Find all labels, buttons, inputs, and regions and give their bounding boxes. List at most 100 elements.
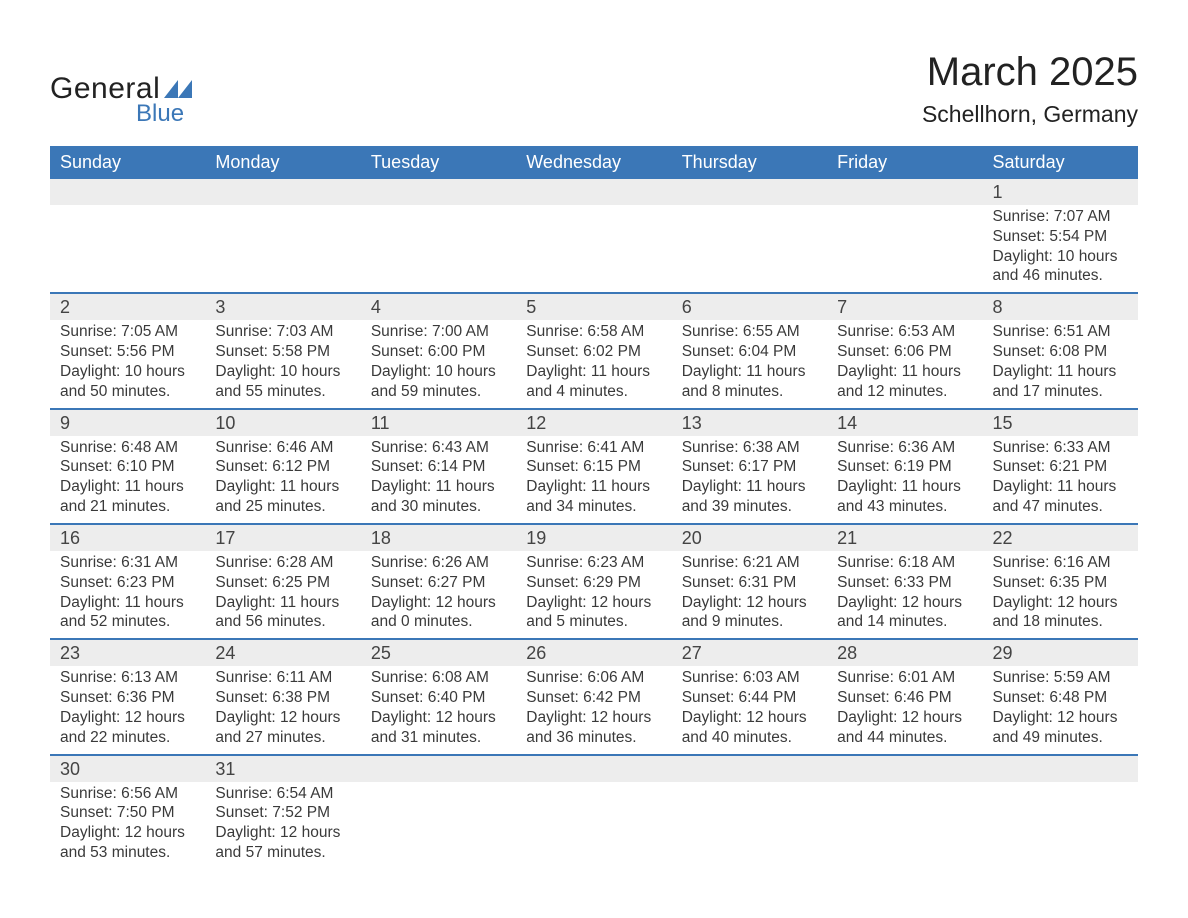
sunset-line: Sunset: 6:21 PM: [993, 457, 1128, 477]
sunrise-line: Sunrise: 6:56 AM: [60, 784, 195, 804]
calendar-cell: 11Sunrise: 6:43 AMSunset: 6:14 PMDayligh…: [361, 409, 516, 524]
day-body: Sunrise: 7:05 AMSunset: 5:56 PMDaylight:…: [50, 320, 205, 407]
sunrise-line: Sunrise: 6:46 AM: [215, 438, 350, 458]
calendar-table: Sunday Monday Tuesday Wednesday Thursday…: [50, 146, 1138, 869]
day-number: 24: [205, 640, 360, 666]
logo-triangle-icon: [164, 80, 192, 98]
sunrise-line: Sunrise: 6:48 AM: [60, 438, 195, 458]
sunset-line: Sunset: 6:36 PM: [60, 688, 195, 708]
day-number: 23: [50, 640, 205, 666]
day-number: 7: [827, 294, 982, 320]
calendar-cell: [361, 179, 516, 293]
sunset-line: Sunset: 6:25 PM: [215, 573, 350, 593]
sunset-line: Sunset: 6:23 PM: [60, 573, 195, 593]
sunset-line: Sunset: 6:46 PM: [837, 688, 972, 708]
day-number: [827, 756, 982, 782]
day-body: [672, 782, 827, 802]
daylight-line: Daylight: 11 hours and 52 minutes.: [60, 593, 195, 633]
sunrise-line: Sunrise: 7:07 AM: [993, 207, 1128, 227]
calendar-cell: 5Sunrise: 6:58 AMSunset: 6:02 PMDaylight…: [516, 293, 671, 408]
calendar-cell: 28Sunrise: 6:01 AMSunset: 6:46 PMDayligh…: [827, 639, 982, 754]
sunset-line: Sunset: 6:00 PM: [371, 342, 506, 362]
day-body: Sunrise: 6:21 AMSunset: 6:31 PMDaylight:…: [672, 551, 827, 638]
calendar-cell: [50, 179, 205, 293]
day-number: 1: [983, 179, 1138, 205]
day-body: [361, 782, 516, 802]
day-number: 3: [205, 294, 360, 320]
day-body: Sunrise: 6:23 AMSunset: 6:29 PMDaylight:…: [516, 551, 671, 638]
title-block: March 2025 Schellhorn, Germany: [922, 50, 1138, 128]
weekday-header: Sunday: [50, 146, 205, 179]
sunset-line: Sunset: 6:33 PM: [837, 573, 972, 593]
day-body: [50, 205, 205, 281]
calendar-cell: [827, 179, 982, 293]
daylight-line: Daylight: 11 hours and 4 minutes.: [526, 362, 661, 402]
day-body: Sunrise: 5:59 AMSunset: 6:48 PMDaylight:…: [983, 666, 1138, 753]
calendar-cell: 4Sunrise: 7:00 AMSunset: 6:00 PMDaylight…: [361, 293, 516, 408]
day-number: 22: [983, 525, 1138, 551]
sunrise-line: Sunrise: 6:58 AM: [526, 322, 661, 342]
sunrise-line: Sunrise: 6:26 AM: [371, 553, 506, 573]
daylight-line: Daylight: 12 hours and 57 minutes.: [215, 823, 350, 863]
sunrise-line: Sunrise: 6:23 AM: [526, 553, 661, 573]
sunrise-line: Sunrise: 6:13 AM: [60, 668, 195, 688]
daylight-line: Daylight: 10 hours and 59 minutes.: [371, 362, 506, 402]
day-number: 4: [361, 294, 516, 320]
day-number: [361, 179, 516, 205]
daylight-line: Daylight: 11 hours and 21 minutes.: [60, 477, 195, 517]
sunset-line: Sunset: 6:29 PM: [526, 573, 661, 593]
day-body: Sunrise: 6:54 AMSunset: 7:52 PMDaylight:…: [205, 782, 360, 869]
sunrise-line: Sunrise: 6:43 AM: [371, 438, 506, 458]
day-number: 18: [361, 525, 516, 551]
sunset-line: Sunset: 5:56 PM: [60, 342, 195, 362]
daylight-line: Daylight: 12 hours and 40 minutes.: [682, 708, 817, 748]
day-body: [361, 205, 516, 281]
day-body: Sunrise: 6:28 AMSunset: 6:25 PMDaylight:…: [205, 551, 360, 638]
sunrise-line: Sunrise: 6:08 AM: [371, 668, 506, 688]
sunrise-line: Sunrise: 6:28 AM: [215, 553, 350, 573]
day-body: [205, 205, 360, 281]
day-body: Sunrise: 6:43 AMSunset: 6:14 PMDaylight:…: [361, 436, 516, 523]
daylight-line: Daylight: 12 hours and 49 minutes.: [993, 708, 1128, 748]
day-number: 14: [827, 410, 982, 436]
sunset-line: Sunset: 6:19 PM: [837, 457, 972, 477]
daylight-line: Daylight: 11 hours and 8 minutes.: [682, 362, 817, 402]
day-number: 19: [516, 525, 671, 551]
sunrise-line: Sunrise: 6:03 AM: [682, 668, 817, 688]
weekday-header: Monday: [205, 146, 360, 179]
sunrise-line: Sunrise: 6:55 AM: [682, 322, 817, 342]
day-number: [516, 756, 671, 782]
daylight-line: Daylight: 12 hours and 31 minutes.: [371, 708, 506, 748]
sunrise-line: Sunrise: 6:21 AM: [682, 553, 817, 573]
calendar-cell: [827, 755, 982, 869]
day-body: Sunrise: 6:41 AMSunset: 6:15 PMDaylight:…: [516, 436, 671, 523]
day-number: [50, 179, 205, 205]
day-body: Sunrise: 6:08 AMSunset: 6:40 PMDaylight:…: [361, 666, 516, 753]
calendar-cell: [516, 755, 671, 869]
weekday-header: Tuesday: [361, 146, 516, 179]
day-body: Sunrise: 6:33 AMSunset: 6:21 PMDaylight:…: [983, 436, 1138, 523]
sunrise-line: Sunrise: 6:18 AM: [837, 553, 972, 573]
day-body: Sunrise: 7:03 AMSunset: 5:58 PMDaylight:…: [205, 320, 360, 407]
day-body: Sunrise: 7:00 AMSunset: 6:00 PMDaylight:…: [361, 320, 516, 407]
day-number: [672, 756, 827, 782]
daylight-line: Daylight: 12 hours and 5 minutes.: [526, 593, 661, 633]
day-number: 16: [50, 525, 205, 551]
sunset-line: Sunset: 6:48 PM: [993, 688, 1128, 708]
calendar-cell: 21Sunrise: 6:18 AMSunset: 6:33 PMDayligh…: [827, 524, 982, 639]
daylight-line: Daylight: 12 hours and 9 minutes.: [682, 593, 817, 633]
calendar-cell: 7Sunrise: 6:53 AMSunset: 6:06 PMDaylight…: [827, 293, 982, 408]
day-body: Sunrise: 6:31 AMSunset: 6:23 PMDaylight:…: [50, 551, 205, 638]
sunset-line: Sunset: 6:27 PM: [371, 573, 506, 593]
calendar-cell: [361, 755, 516, 869]
header: General Blue March 2025 Schellhorn, Germ…: [50, 50, 1138, 128]
sunrise-line: Sunrise: 7:05 AM: [60, 322, 195, 342]
sunset-line: Sunset: 5:58 PM: [215, 342, 350, 362]
calendar-cell: 14Sunrise: 6:36 AMSunset: 6:19 PMDayligh…: [827, 409, 982, 524]
daylight-line: Daylight: 12 hours and 14 minutes.: [837, 593, 972, 633]
sunset-line: Sunset: 6:12 PM: [215, 457, 350, 477]
sunrise-line: Sunrise: 5:59 AM: [993, 668, 1128, 688]
weekday-header: Saturday: [983, 146, 1138, 179]
daylight-line: Daylight: 12 hours and 27 minutes.: [215, 708, 350, 748]
day-body: Sunrise: 6:51 AMSunset: 6:08 PMDaylight:…: [983, 320, 1138, 407]
